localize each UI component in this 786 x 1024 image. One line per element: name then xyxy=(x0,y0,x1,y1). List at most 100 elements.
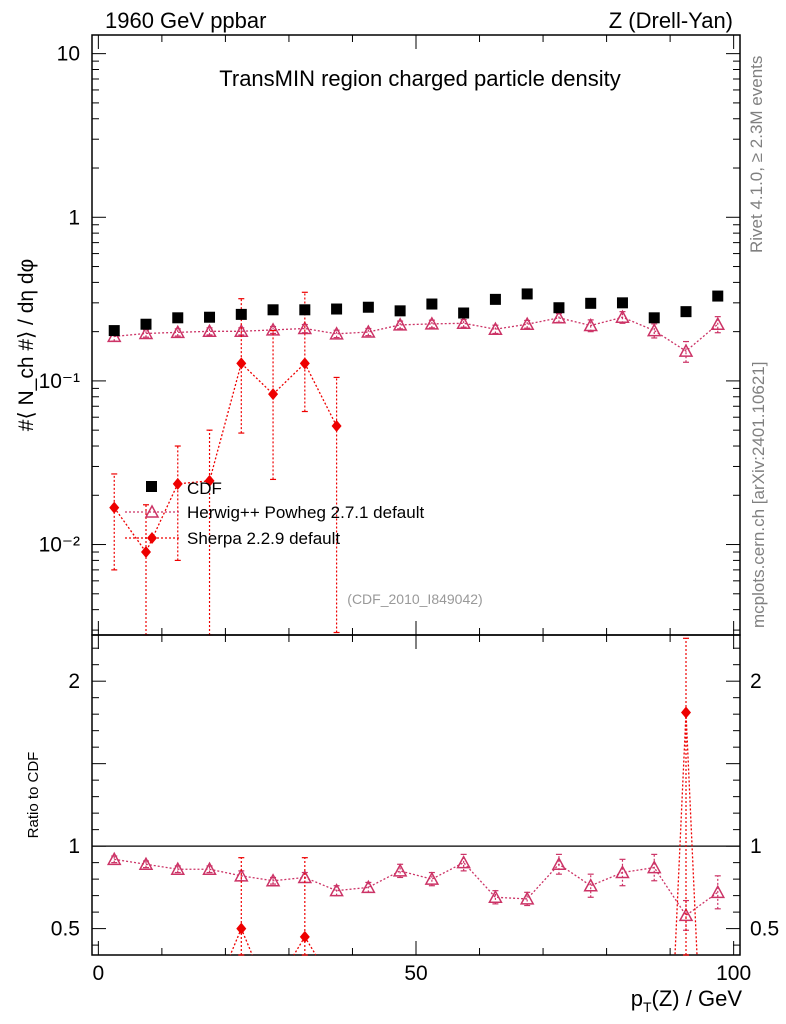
herwig-point xyxy=(615,309,630,323)
herwig-ratio-point xyxy=(488,889,503,904)
herwig-point xyxy=(488,321,503,335)
ratio-x-ticks xyxy=(97,635,735,955)
herwig-ratio-point xyxy=(519,891,535,905)
herwig-ratio-point xyxy=(456,855,471,869)
sherpa-point xyxy=(109,501,120,514)
cdf-point xyxy=(172,312,184,324)
herwig-ratio-point xyxy=(202,861,217,875)
cdf-point xyxy=(108,325,120,337)
herwig-point xyxy=(551,310,567,324)
ratio-y-axis-label: Ratio to CDF xyxy=(25,752,42,839)
x-tick-labels: 0 50 100 xyxy=(93,962,752,985)
cdf-point xyxy=(362,301,374,313)
legend-sherpa-label: Sherpa 2.2.9 default xyxy=(187,529,340,548)
header-right: Z (Drell-Yan) xyxy=(609,8,733,33)
herwig-point xyxy=(710,316,726,330)
sherpa-point xyxy=(268,388,279,401)
ratio-y-ticks: 0.5 0.5 1 1 2 2 xyxy=(51,647,779,946)
herwig-point xyxy=(519,316,535,330)
herwig-point xyxy=(361,324,376,338)
herwig-ratio-point xyxy=(361,879,376,894)
sherpa-ratio-line xyxy=(685,712,698,956)
cdf-point xyxy=(394,305,406,317)
herwig-line xyxy=(114,316,719,352)
cdf-point xyxy=(299,304,311,316)
herwig-point xyxy=(329,326,344,340)
herwig-point xyxy=(202,323,217,338)
cdf-point xyxy=(489,293,501,305)
sherpa-ratio-point xyxy=(681,706,691,719)
ratio-y-tick-label-right: 0.5 xyxy=(750,918,779,941)
mcplots-label: mcplots.cern.ch [arXiv:2401.10621] xyxy=(749,362,768,628)
cdf-point xyxy=(553,302,565,314)
cdf-series-main xyxy=(108,288,724,337)
herwig-point xyxy=(392,317,408,331)
cdf-point xyxy=(235,308,247,320)
legend: CDF Herwig++ Powheg 2.7.1 default Sherpa… xyxy=(125,479,424,548)
herwig-ratio-point xyxy=(424,871,440,885)
sherpa-point xyxy=(172,477,183,490)
x-tick-label: 0 xyxy=(93,962,105,985)
sherpa-ratio-line xyxy=(304,936,317,956)
main-y-tick-label: 10⁻¹ xyxy=(39,370,80,393)
cdf-point xyxy=(426,298,438,310)
sherpa-ratio-line xyxy=(240,928,253,956)
ratio-y-tick-label-left: 0.5 xyxy=(51,918,80,941)
sherpa-point xyxy=(331,420,342,433)
main-y-tick-label: 1 xyxy=(68,206,80,229)
cdf-point xyxy=(616,297,628,309)
herwig-point xyxy=(456,315,471,330)
herwig-ratio-point xyxy=(170,861,186,875)
herwig-ratio-point xyxy=(329,883,344,897)
ratio-y-tick-label-left: 2 xyxy=(68,670,80,693)
herwig-series-ratio xyxy=(106,851,726,931)
herwig-ratio-point xyxy=(106,851,122,866)
x-tick-label: 100 xyxy=(716,962,751,985)
sherpa-series-ratio xyxy=(229,637,698,956)
main-watermark: (CDF_2010_I849042) xyxy=(347,591,482,607)
herwig-ratio-point xyxy=(646,860,662,874)
herwig-ratio-point xyxy=(138,856,154,871)
sherpa-point xyxy=(204,474,215,487)
ratio-y-tick-label-left: 1 xyxy=(68,835,80,858)
x-axis-label: pT(Z) / GeV xyxy=(631,986,743,1015)
cdf-point xyxy=(204,311,216,323)
sherpa-ratio-line xyxy=(229,928,242,956)
sherpa-ratio-point xyxy=(236,922,247,935)
legend-herwig-label: Herwig++ Powheg 2.7.1 default xyxy=(187,503,424,522)
header-left: 1960 GeV ppbar xyxy=(105,8,266,33)
sherpa-series-main xyxy=(109,291,342,636)
main-x-ticks xyxy=(97,35,735,635)
herwig-ratio-line xyxy=(114,858,719,917)
cdf-point xyxy=(140,318,152,330)
main-panel: 10 1 10⁻¹ 10⁻² TransMIN region charged part… xyxy=(15,34,741,636)
sherpa-point xyxy=(299,357,310,370)
cdf-point xyxy=(521,288,533,300)
cdf-point xyxy=(680,306,692,318)
ratio-y-tick-label-right: 1 xyxy=(750,835,762,858)
legend-herwig-marker xyxy=(144,504,160,518)
sherpa-line xyxy=(113,362,338,554)
main-y-ticks: 10 1 10⁻¹ 10⁻² xyxy=(39,43,740,631)
herwig-point xyxy=(583,317,598,332)
cdf-point xyxy=(585,297,597,309)
sherpa-point xyxy=(141,546,151,559)
herwig-ratio-point xyxy=(615,864,630,879)
herwig-ratio-point xyxy=(392,863,408,877)
rivet-label: Rivet 4.1.0, ≥ 2.3M events xyxy=(747,56,766,253)
herwig-point xyxy=(678,343,694,357)
ratio-panel: 0.5 0.5 1 1 2 2 Ratio to CDF xyxy=(25,634,779,956)
cdf-point xyxy=(331,303,343,315)
sherpa-point xyxy=(236,357,247,370)
herwig-point xyxy=(424,316,440,330)
ratio-y-tick-label-right: 2 xyxy=(750,670,762,693)
sherpa-ratio-point xyxy=(299,930,310,943)
sherpa-ratio-line xyxy=(293,936,306,956)
herwig-ratio-point xyxy=(234,868,249,882)
legend-cdf-label: CDF xyxy=(187,479,222,498)
herwig-point xyxy=(138,325,154,340)
herwig-point xyxy=(646,323,662,337)
herwig-point xyxy=(170,324,186,339)
herwig-ratio-point xyxy=(710,884,726,899)
